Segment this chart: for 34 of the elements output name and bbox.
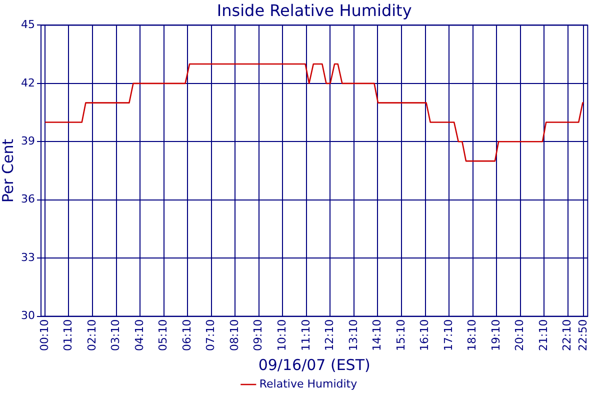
x-tick-label: 05:10 bbox=[156, 319, 170, 352]
x-tick-label: 11:10 bbox=[299, 319, 312, 352]
x-tick-label: 10:10 bbox=[276, 319, 289, 352]
x-tick-label: 22:50 bbox=[576, 319, 590, 352]
x-tick-label: 02:10 bbox=[85, 319, 98, 352]
x-tick-label: 12:10 bbox=[323, 319, 336, 352]
y-tick-label: 30 bbox=[21, 309, 35, 322]
x-tick-label: 01:10 bbox=[62, 319, 75, 352]
y-tick-label: 39 bbox=[21, 134, 35, 148]
x-tick-label: 21:10 bbox=[536, 319, 550, 352]
x-tick-label: 06:10 bbox=[180, 319, 194, 352]
x-tick-label: 16:10 bbox=[418, 319, 432, 352]
x-tick-label: 09:10 bbox=[252, 319, 265, 352]
y-tick-label: 36 bbox=[21, 192, 35, 206]
y-tick-label: 45 bbox=[21, 18, 35, 32]
x-tick-label: 19:10 bbox=[489, 319, 502, 352]
y-tick-label: 42 bbox=[21, 76, 35, 90]
chart-title: Inside Relative Humidity bbox=[216, 0, 412, 20]
x-tick-label: 14:10 bbox=[370, 319, 384, 352]
legend-label: Relative Humidity bbox=[259, 377, 358, 390]
x-tick-label: 04:10 bbox=[132, 319, 146, 352]
y-tick-label: 33 bbox=[21, 250, 35, 264]
x-tick-label: 20:10 bbox=[513, 319, 526, 352]
x-tick-label: 03:10 bbox=[109, 319, 122, 352]
x-tick-label: 00:10 bbox=[38, 319, 51, 352]
x-tick-label: 22:10 bbox=[560, 319, 574, 352]
x-tick-label: 15:10 bbox=[394, 319, 408, 352]
x-tick-label: 17:10 bbox=[442, 319, 455, 352]
x-axis-title: 09/16/07 (EST) bbox=[258, 356, 370, 374]
y-axis-title: Per Cent bbox=[0, 138, 17, 203]
x-tick-label: 08:10 bbox=[228, 319, 241, 352]
x-tick-label: 07:10 bbox=[204, 319, 218, 352]
x-tick-label: 13:10 bbox=[346, 319, 360, 352]
x-tick-label: 18:10 bbox=[466, 319, 479, 352]
